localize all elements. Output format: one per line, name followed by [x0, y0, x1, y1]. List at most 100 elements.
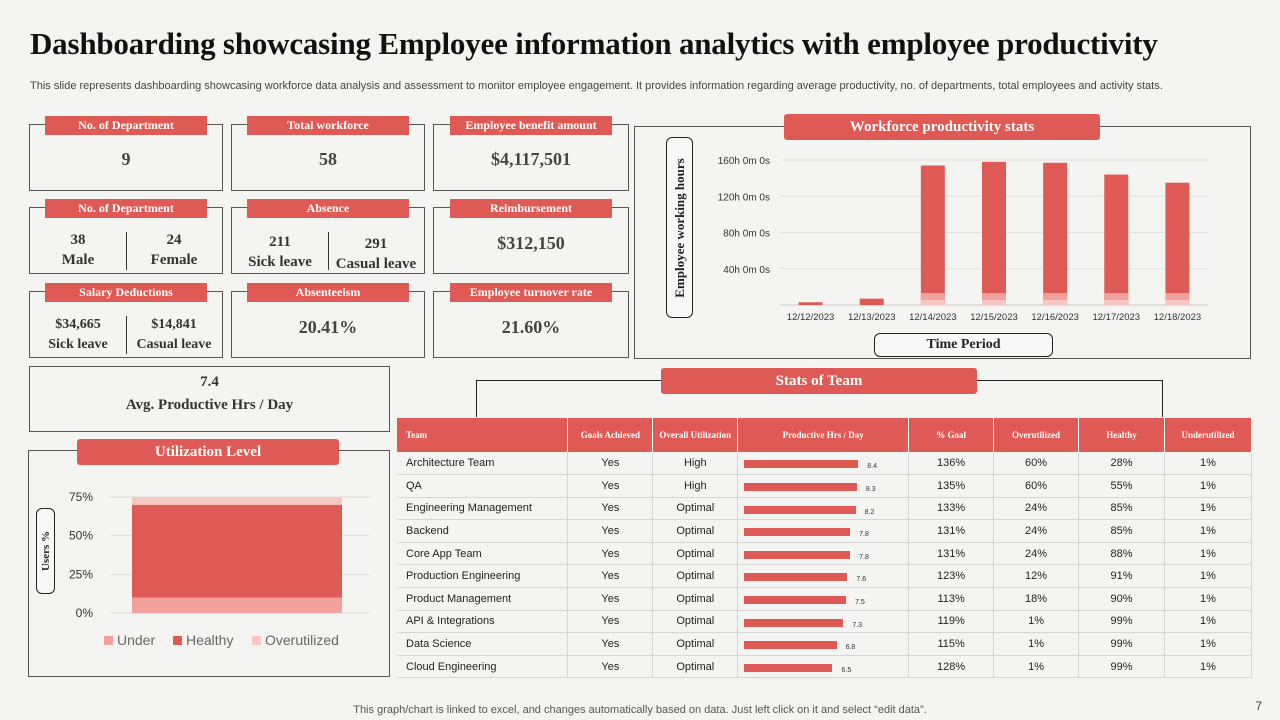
productive-cell: 7.6	[737, 564, 910, 589]
productive-hours-bar	[744, 460, 859, 468]
productivity-bar	[1043, 162, 1068, 305]
x-tick-label: 12/17/2023	[1093, 312, 1141, 323]
productive-hours-bar	[744, 663, 833, 672]
column-header: Healthy	[1078, 418, 1165, 452]
page-title: Dashboarding showcasing Employee informa…	[30, 26, 1158, 61]
kpi-workforce-value: 58	[319, 149, 337, 169]
productive-hours-bar	[744, 596, 847, 605]
y-tick-label: 80h 0m 0s	[723, 229, 770, 240]
male-label: Male	[61, 252, 95, 268]
kpi-turnover-value: 21.60%	[501, 317, 561, 337]
productivity-bar-segment	[920, 300, 945, 305]
team-name-cell: Core App Team	[397, 542, 569, 566]
utilization-segment-overutilized	[132, 497, 342, 505]
team-name-cell: Backend	[397, 519, 569, 543]
table-row: Production Engineering Yes Optimal 7.6 123% 1…	[397, 564, 1253, 589]
productivity-bar-segment	[1043, 300, 1068, 305]
utilization-cell: Optimal	[652, 519, 739, 543]
productivity-y-axis-label: Employee working hours	[666, 137, 693, 318]
team-name-cell: API & Integrations	[397, 610, 569, 634]
column-header: Goals Achieved	[567, 418, 654, 452]
kpi-benefit-value: $4,117,501	[490, 149, 571, 169]
goals-cell: Yes	[567, 519, 654, 543]
healthy-cell: 90%	[1078, 587, 1165, 611]
overutilized-cell: 24%	[993, 519, 1080, 543]
goals-cell: Yes	[567, 564, 654, 589]
productivity-bar-segment	[1043, 293, 1068, 300]
utilization-segment-healthy	[132, 504, 342, 598]
kpi-gender-label: No. of Department	[45, 199, 207, 218]
table-body: Architecture Team Yes High 8.4 136% 60% 28% 1% Q…	[397, 452, 1253, 679]
table-row: Cloud Engineering Yes Optimal 6.5 128% 1% 99% 1…	[397, 655, 1253, 679]
avg-productive-label: Avg. Productive Hrs / Day	[125, 397, 294, 413]
divider	[328, 232, 329, 270]
productive-cell: 8.2	[737, 497, 910, 521]
goal-percent-cell: 131%	[908, 542, 995, 566]
kpi-workforce-label: Total workforce	[247, 116, 409, 135]
x-tick-label: 12/15/2023	[970, 312, 1018, 323]
kpi-departments-card: 9	[29, 124, 223, 191]
utilization-cell: Optimal	[652, 497, 739, 521]
kpi-reimbursement-label: Reimbursement	[450, 199, 612, 218]
goal-percent-cell: 136%	[908, 452, 995, 476]
kpi-absenteeism-card: 20.41%	[231, 291, 425, 358]
x-tick-label: 12/18/2023	[1154, 312, 1202, 323]
productive-hours-label: 6.8	[845, 644, 856, 652]
overutilized-cell: 60%	[993, 452, 1080, 476]
table-row: Data Science Yes Optimal 6.8 115% 1% 99% 1%	[397, 632, 1253, 656]
productive-cell: 7.8	[737, 519, 910, 543]
underutilized-cell: 1%	[1164, 632, 1253, 656]
kpi-absenteeism-label: Absenteeism	[247, 283, 409, 302]
productive-cell: 7.5	[737, 587, 910, 611]
productive-hours-label: 7.6	[856, 576, 867, 584]
goal-percent-cell: 115%	[908, 632, 995, 656]
team-name-cell: Data Science	[397, 632, 569, 656]
productive-hours-label: 8.2	[864, 508, 875, 516]
footer-note: This graph/chart is linked to excel, and…	[353, 704, 927, 716]
team-name-cell: Production Engineering	[397, 564, 569, 589]
healthy-cell: 91%	[1078, 564, 1165, 589]
productive-hours-label: 8.3	[865, 486, 876, 494]
goals-cell: Yes	[567, 655, 654, 679]
goal-percent-cell: 123%	[908, 564, 995, 589]
goals-cell: Yes	[567, 542, 654, 566]
legend-label: Healthy	[186, 632, 233, 648]
female-label: Female	[150, 252, 198, 268]
kpi-gender-card: 38 Male 24 Female	[29, 207, 223, 274]
legend-label: Overutilized	[265, 632, 339, 648]
kpi-reimbursement-card: $312,150	[433, 207, 629, 274]
productive-hours-label: 8.4	[867, 463, 878, 470]
column-header: Team	[397, 418, 569, 452]
divider	[126, 316, 127, 354]
salary-casual-value: $14,841	[151, 317, 197, 332]
productive-cell: 8.4	[737, 452, 910, 476]
productivity-x-axis-label: Time Period	[874, 333, 1053, 357]
productivity-bar-segment	[982, 300, 1006, 305]
page-subtitle: This slide represents dashboarding showc…	[30, 80, 1163, 92]
casual-leave-label: Casual leave	[335, 256, 417, 272]
productive-cell: 7.3	[737, 610, 910, 634]
underutilized-cell: 1%	[1164, 519, 1253, 543]
legend-label: Under	[117, 632, 155, 648]
goal-percent-cell: 133%	[908, 497, 995, 521]
y-tick-label: 25%	[69, 567, 93, 581]
avg-productive-card: 7.4 Avg. Productive Hrs / Day	[29, 366, 390, 432]
productivity-bar-segment	[1165, 293, 1190, 300]
productive-cell: 7.8	[737, 542, 910, 566]
utilization-segment-under	[132, 597, 342, 613]
underutilized-cell: 1%	[1164, 655, 1253, 679]
underutilized-cell: 1%	[1164, 564, 1253, 589]
healthy-cell: 85%	[1078, 497, 1165, 521]
overutilized-cell: 1%	[993, 610, 1080, 634]
kpi-turnover-label: Employee turnover rate	[450, 283, 612, 302]
healthy-cell: 55%	[1078, 474, 1165, 498]
utilization-cell: Optimal	[652, 632, 739, 656]
column-header: Overutilized	[993, 418, 1080, 452]
kpi-absence-label: Absence	[247, 199, 409, 218]
productive-hours-bar	[744, 550, 851, 559]
legend-swatch	[104, 636, 113, 645]
column-header: Underutilized	[1164, 418, 1253, 452]
x-tick-label: 12/12/2023	[787, 312, 835, 323]
kpi-absence-card: 211 Sick leave 291 Casual leave	[231, 207, 425, 274]
overutilized-cell: 1%	[993, 632, 1080, 656]
